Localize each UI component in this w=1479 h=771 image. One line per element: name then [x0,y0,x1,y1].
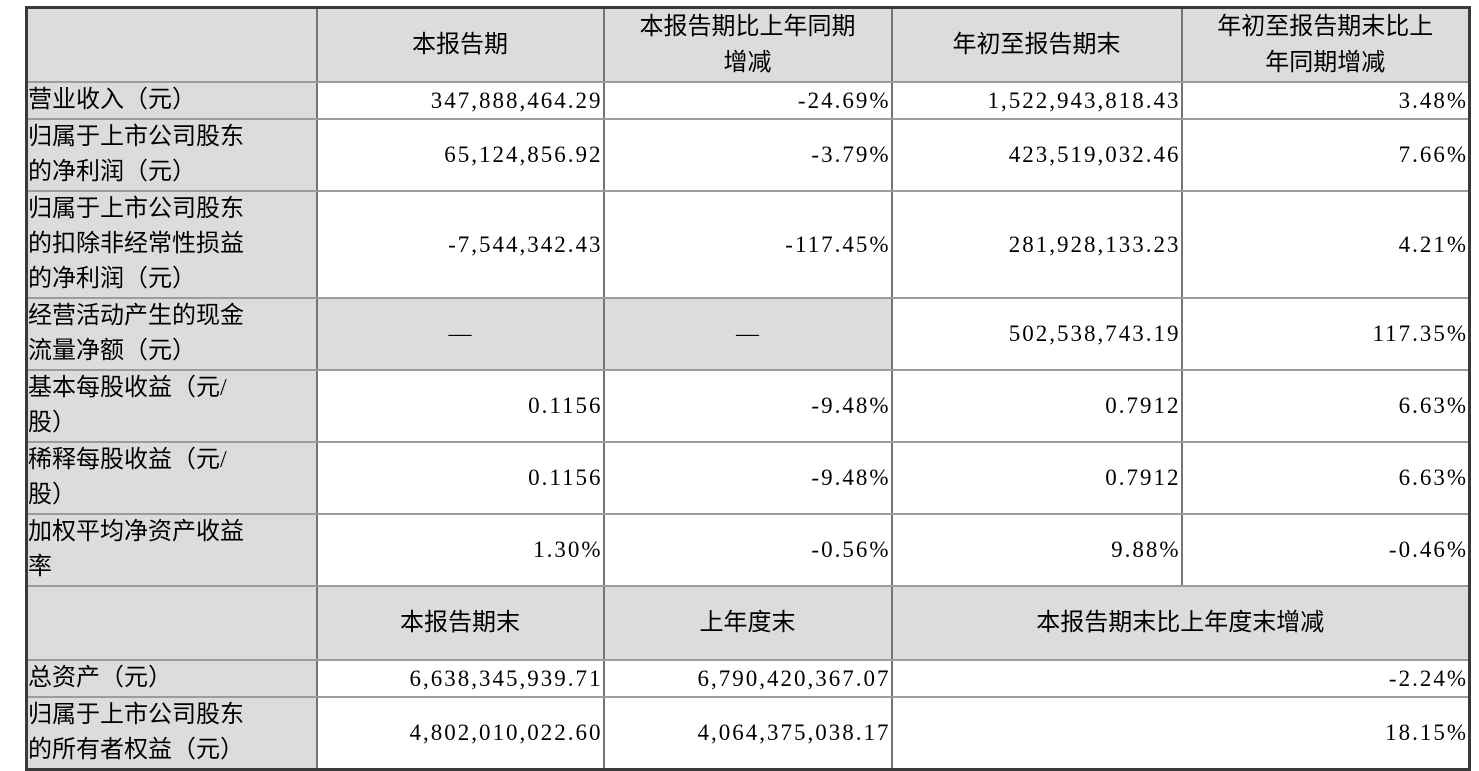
cell-cash-flow-current-yoy-dash: — [602,297,893,371]
financial-summary-table: 本报告期 本报告期比上年同期 增减 年初至报告期末 年初至报告期末比上 年同期增… [25,6,1471,771]
row-diluted-eps: 稀释每股收益（元/ 股） 0.1156 -9.48% 0.7912 6.63% [25,441,1471,515]
cell-roe-current: 1.30% [315,513,605,587]
cell-basic-eps-current: 0.1156 [315,369,605,443]
cell-excl-nonrecurring-current-yoy: -117.45% [602,190,893,299]
corner-cell-2 [25,585,318,661]
cell-diluted-eps-ytd: 0.7912 [890,441,1183,515]
label-weighted-avg-roe: 加权平均净资产收益 率 [25,513,318,587]
row-operating-cash-flow: 经营活动产生的现金 流量净额（元） — — 502,538,743.19 117… [25,297,1471,371]
label-owners-equity: 归属于上市公司股东 的所有者权益（元） [25,696,318,771]
row-owners-equity: 归属于上市公司股东 的所有者权益（元） 4,802,010,022.60 4,0… [25,696,1471,771]
cell-basic-eps-ytd-yoy: 6.63% [1180,369,1471,443]
row-operating-revenue: 营业收入（元） 347,888,464.29 -24.69% 1,522,943… [25,81,1471,120]
header-current-period: 本报告期 [315,6,605,83]
label-total-assets: 总资产（元） [25,659,318,698]
cell-net-profit-ytd: 423,519,032.46 [890,118,1183,192]
cell-total-assets-period-end: 6,638,345,939.71 [315,659,605,698]
label-operating-revenue: 营业收入（元） [25,81,318,120]
cell-roe-current-yoy: -0.56% [602,513,893,587]
label-basic-eps: 基本每股收益（元/ 股） [25,369,318,443]
cell-cash-flow-current-dash: — [315,297,605,371]
row-basic-eps: 基本每股收益（元/ 股） 0.1156 -9.48% 0.7912 6.63% [25,369,1471,443]
cell-cash-flow-ytd: 502,538,743.19 [890,297,1183,371]
cell-excl-nonrecurring-ytd: 281,928,133.23 [890,190,1183,299]
cell-owners-equity-change: 18.15% [890,696,1471,771]
cell-excl-nonrecurring-ytd-yoy: 4.21% [1180,190,1471,299]
label-net-profit-attributable: 归属于上市公司股东 的净利润（元） [25,118,318,192]
section2-header-row: 本报告期末 上年度末 本报告期末比上年度末增减 [25,585,1471,661]
cell-operating-revenue-current-yoy: -24.69% [602,81,893,120]
label-operating-cash-flow: 经营活动产生的现金 流量净额（元） [25,297,318,371]
cell-operating-revenue-ytd: 1,522,943,818.43 [890,81,1183,120]
cell-basic-eps-ytd: 0.7912 [890,369,1183,443]
row-net-profit-excl-nonrecurring: 归属于上市公司股东 的扣除非经常性损益 的净利润（元） -7,544,342.4… [25,190,1471,299]
cell-net-profit-current-yoy: -3.79% [602,118,893,192]
cell-operating-revenue-current: 347,888,464.29 [315,81,605,120]
header-period-end-vs-prior-year-end: 本报告期末比上年度末增减 [890,585,1471,661]
header-ytd-yoy: 年初至报告期末比上 年同期增减 [1180,6,1471,83]
cell-owners-equity-period-end: 4,802,010,022.60 [315,696,605,771]
cell-cash-flow-ytd-yoy: 117.35% [1180,297,1471,371]
cell-net-profit-current: 65,124,856.92 [315,118,605,192]
cell-roe-ytd: 9.88% [890,513,1183,587]
row-net-profit-attributable: 归属于上市公司股东 的净利润（元） 65,124,856.92 -3.79% 4… [25,118,1471,192]
header-period-end: 本报告期末 [315,585,605,661]
cell-total-assets-change: -2.24% [890,659,1471,698]
cell-total-assets-prior-year-end: 6,790,420,367.07 [602,659,893,698]
row-total-assets: 总资产（元） 6,638,345,939.71 6,790,420,367.07… [25,659,1471,698]
row-weighted-avg-roe: 加权平均净资产收益 率 1.30% -0.56% 9.88% -0.46% [25,513,1471,587]
section1-header-row: 本报告期 本报告期比上年同期 增减 年初至报告期末 年初至报告期末比上 年同期增… [25,6,1471,83]
header-prior-year-end: 上年度末 [602,585,893,661]
corner-cell [25,6,318,83]
cell-diluted-eps-current: 0.1156 [315,441,605,515]
cell-operating-revenue-ytd-yoy: 3.48% [1180,81,1471,120]
cell-diluted-eps-current-yoy: -9.48% [602,441,893,515]
label-net-profit-excl-nonrecurring: 归属于上市公司股东 的扣除非经常性损益 的净利润（元） [25,190,318,299]
header-current-period-yoy: 本报告期比上年同期 增减 [602,6,893,83]
cell-basic-eps-current-yoy: -9.48% [602,369,893,443]
header-ytd: 年初至报告期末 [890,6,1183,83]
cell-owners-equity-prior-year-end: 4,064,375,038.17 [602,696,893,771]
cell-diluted-eps-ytd-yoy: 6.63% [1180,441,1471,515]
label-diluted-eps: 稀释每股收益（元/ 股） [25,441,318,515]
cell-excl-nonrecurring-current: -7,544,342.43 [315,190,605,299]
cell-roe-ytd-yoy: -0.46% [1180,513,1471,587]
cell-net-profit-ytd-yoy: 7.66% [1180,118,1471,192]
